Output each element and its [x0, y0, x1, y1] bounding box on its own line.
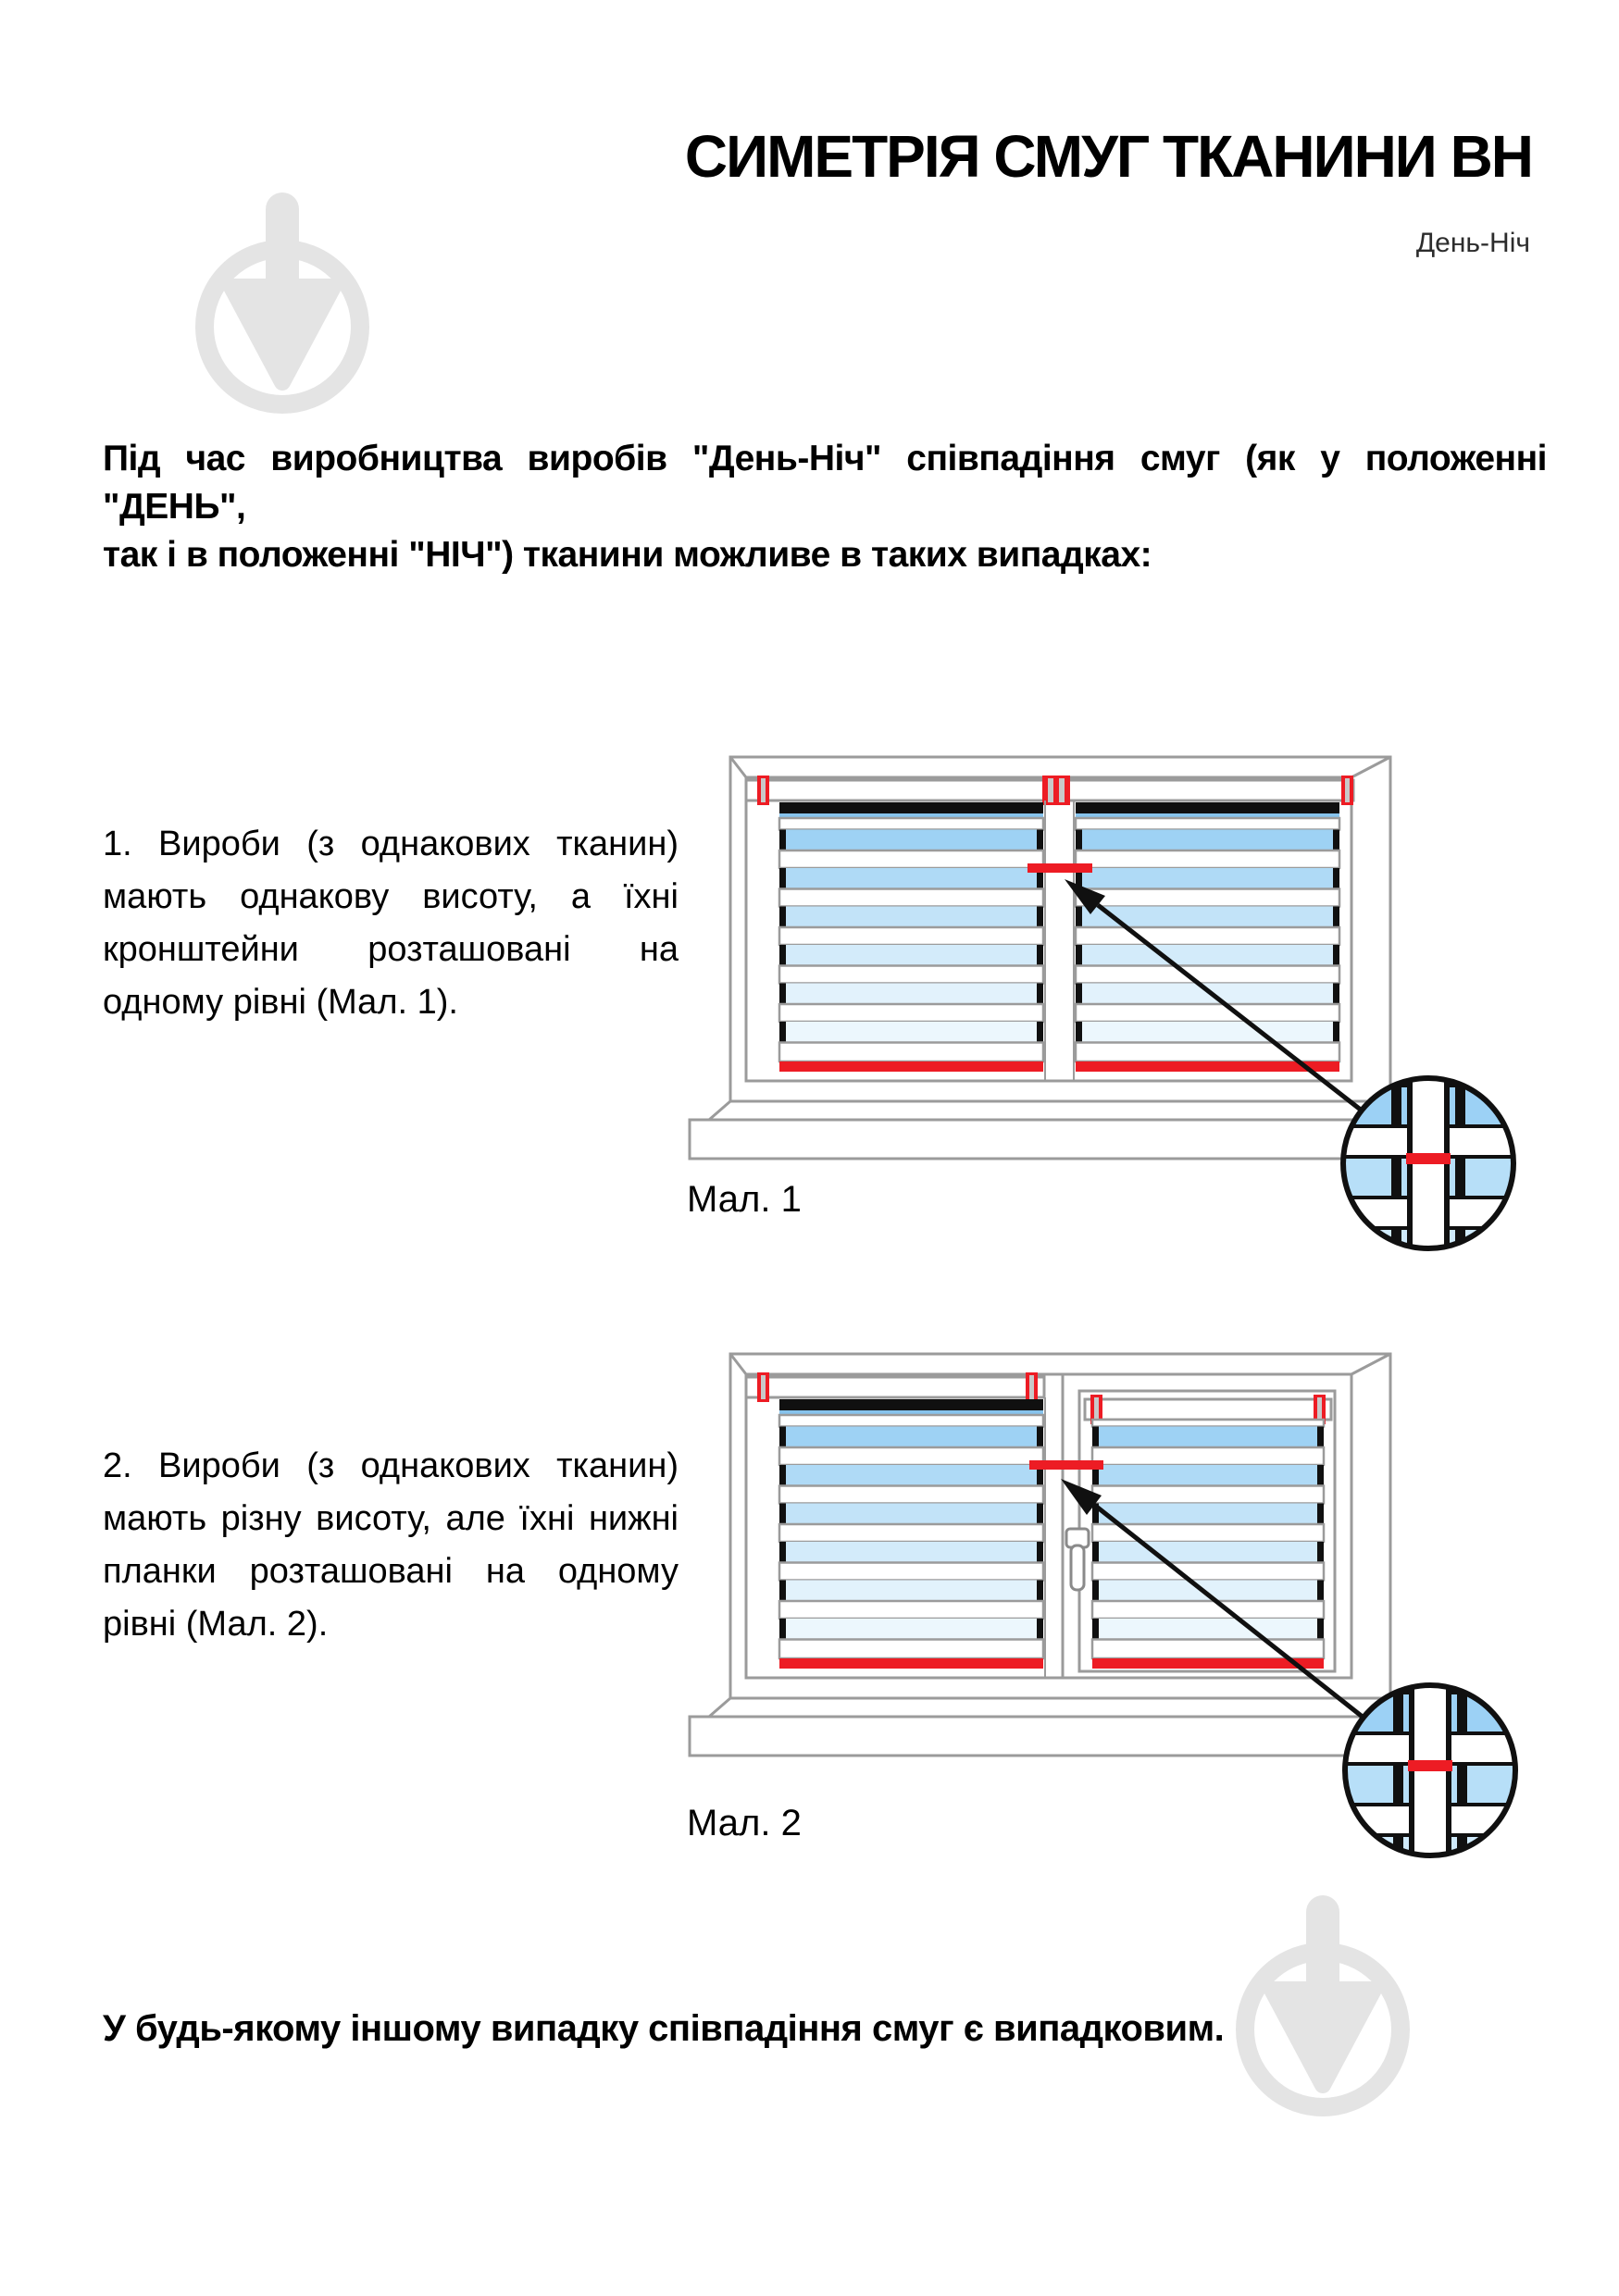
figure-2-window-illustration — [688, 1352, 1518, 1858]
intro-line-1: Під час виробництва виробів "День-Ніч" с… — [103, 439, 1548, 527]
brand-watermark-trowel-icon — [1236, 1895, 1410, 2116]
intro-paragraph: Під час виробництва виробів "День-Ніч" с… — [103, 435, 1548, 579]
case-2-text: 2. Вироби (з однакових тканин) мають різ… — [103, 1446, 679, 1644]
case-1-text: 1. Вироби (з однакових тканин) мають одн… — [103, 825, 679, 1022]
figure-2-caption: Мал. 2 — [687, 1803, 802, 1843]
page-title: СИМЕТРІЯ СМУГ ТКАНИНИ ВН — [684, 123, 1534, 190]
page-subtitle: День-Ніч — [1415, 228, 1530, 258]
figure-1-caption: Мал. 1 — [687, 1179, 802, 1220]
footer-note: У будь-якому іншому випадку співпадіння … — [103, 2008, 1225, 2049]
brand-watermark-trowel-icon — [195, 192, 369, 414]
figure-1-window-illustration — [688, 755, 1516, 1251]
intro-line-2: так і в положенні "НІЧ") тканини можливе… — [103, 535, 1152, 575]
